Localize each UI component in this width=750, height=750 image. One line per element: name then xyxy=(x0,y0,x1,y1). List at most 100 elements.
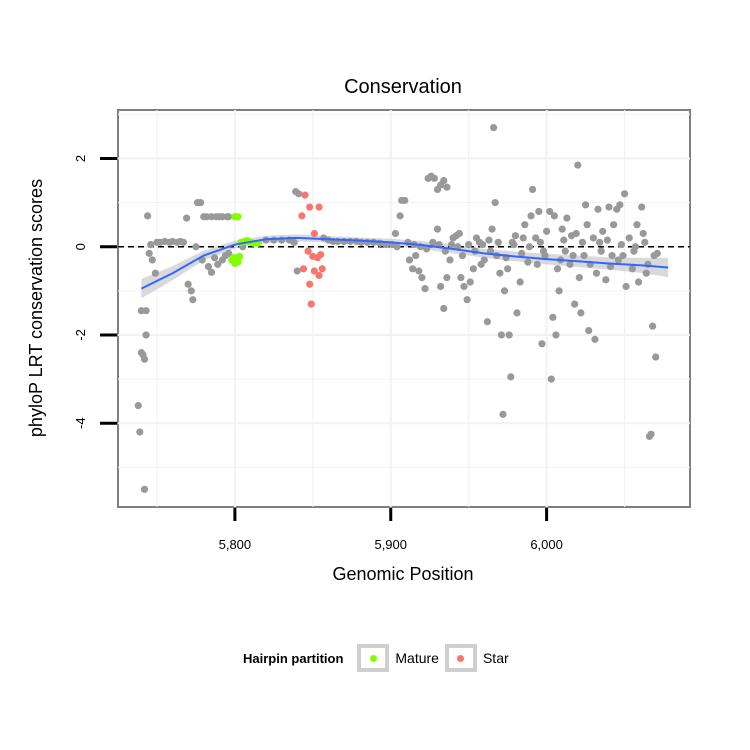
point-other xyxy=(346,237,354,246)
point-star xyxy=(304,247,312,255)
point-mature xyxy=(234,258,242,266)
point-other xyxy=(518,249,526,257)
point-other xyxy=(505,331,513,339)
x-tick-label: 5,900 xyxy=(374,537,407,552)
point-other xyxy=(521,221,529,229)
point-star xyxy=(301,191,309,199)
point-other xyxy=(148,256,156,264)
x-axis-label: Genomic Position xyxy=(332,564,473,584)
point-star xyxy=(310,229,318,238)
point-other xyxy=(596,238,604,246)
point-other xyxy=(536,238,544,246)
point-other xyxy=(638,203,646,211)
point-other xyxy=(589,234,597,242)
point-other xyxy=(187,287,195,295)
point-other xyxy=(552,331,560,339)
point-other xyxy=(488,225,496,233)
point-other xyxy=(628,265,636,273)
point-other xyxy=(211,254,219,262)
point-star xyxy=(317,251,325,259)
legend-title: Hairpin partition xyxy=(243,650,344,666)
point-star xyxy=(298,212,306,220)
x-tick-label: 5,800 xyxy=(219,537,252,552)
point-other xyxy=(142,307,150,315)
point-star xyxy=(306,280,314,288)
point-other xyxy=(577,309,585,317)
point-other xyxy=(543,227,551,235)
point-other xyxy=(430,174,438,182)
y-tick-label: 0 xyxy=(73,243,88,250)
point-other xyxy=(440,176,448,185)
point-other xyxy=(134,401,142,410)
point-other xyxy=(594,205,602,213)
point-other xyxy=(192,243,200,251)
point-other xyxy=(147,240,155,249)
point-other xyxy=(433,225,442,233)
point-mature xyxy=(228,256,236,264)
point-other xyxy=(465,240,473,249)
point-other xyxy=(546,207,554,216)
point-other xyxy=(136,428,144,436)
point-other xyxy=(569,251,577,260)
point-other xyxy=(140,355,149,363)
point-other xyxy=(184,280,192,288)
confidence-band-area xyxy=(141,234,669,299)
point-other xyxy=(571,300,579,308)
point-other xyxy=(631,243,640,251)
point-other xyxy=(443,274,451,282)
point-other xyxy=(648,322,657,330)
point-other xyxy=(204,262,212,271)
point-other xyxy=(639,229,647,238)
point-other xyxy=(547,375,555,383)
legend: Hairpin partition Mature Star xyxy=(243,640,515,676)
point-other xyxy=(469,265,477,273)
point-other xyxy=(422,245,431,253)
point-star xyxy=(310,267,318,275)
legend-dot-star xyxy=(457,654,465,662)
legend-label-star: Star xyxy=(482,650,509,666)
point-other xyxy=(619,251,627,260)
point-other xyxy=(463,296,471,304)
point-star xyxy=(307,300,315,308)
point-other xyxy=(578,238,587,246)
point-other xyxy=(653,249,661,257)
point-other xyxy=(528,185,537,193)
point-other xyxy=(393,243,401,251)
point-other xyxy=(620,190,629,198)
point-other xyxy=(605,203,613,211)
point-other xyxy=(560,236,568,244)
point-other xyxy=(581,201,590,209)
point-other xyxy=(580,251,588,260)
point-other xyxy=(507,373,515,381)
point-other xyxy=(290,238,298,246)
point-other xyxy=(207,268,216,276)
point-other xyxy=(458,251,467,260)
point-other xyxy=(558,225,566,233)
point-other xyxy=(418,274,426,282)
point-other xyxy=(225,249,233,257)
point-other xyxy=(625,234,633,242)
point-other xyxy=(516,278,524,286)
point-other xyxy=(182,214,191,222)
point-other xyxy=(532,234,540,242)
point-other xyxy=(553,265,562,273)
point-other xyxy=(535,207,543,216)
point-other xyxy=(457,274,465,282)
point-other xyxy=(225,213,233,221)
point-other xyxy=(490,124,498,132)
point-other xyxy=(151,269,160,277)
point-other xyxy=(617,240,626,249)
point-other xyxy=(494,238,502,246)
point-star xyxy=(315,271,323,280)
point-other xyxy=(602,276,610,284)
axes: 5,800 5,900 6,000 -4 -2 0 2 xyxy=(73,155,563,552)
point-other xyxy=(603,236,611,244)
point-other xyxy=(491,199,499,207)
point-other xyxy=(511,232,520,240)
point-other xyxy=(441,247,449,255)
point-other xyxy=(460,282,468,291)
y-tick-label: -4 xyxy=(73,417,88,429)
point-star xyxy=(315,203,323,211)
point-other xyxy=(504,265,512,273)
